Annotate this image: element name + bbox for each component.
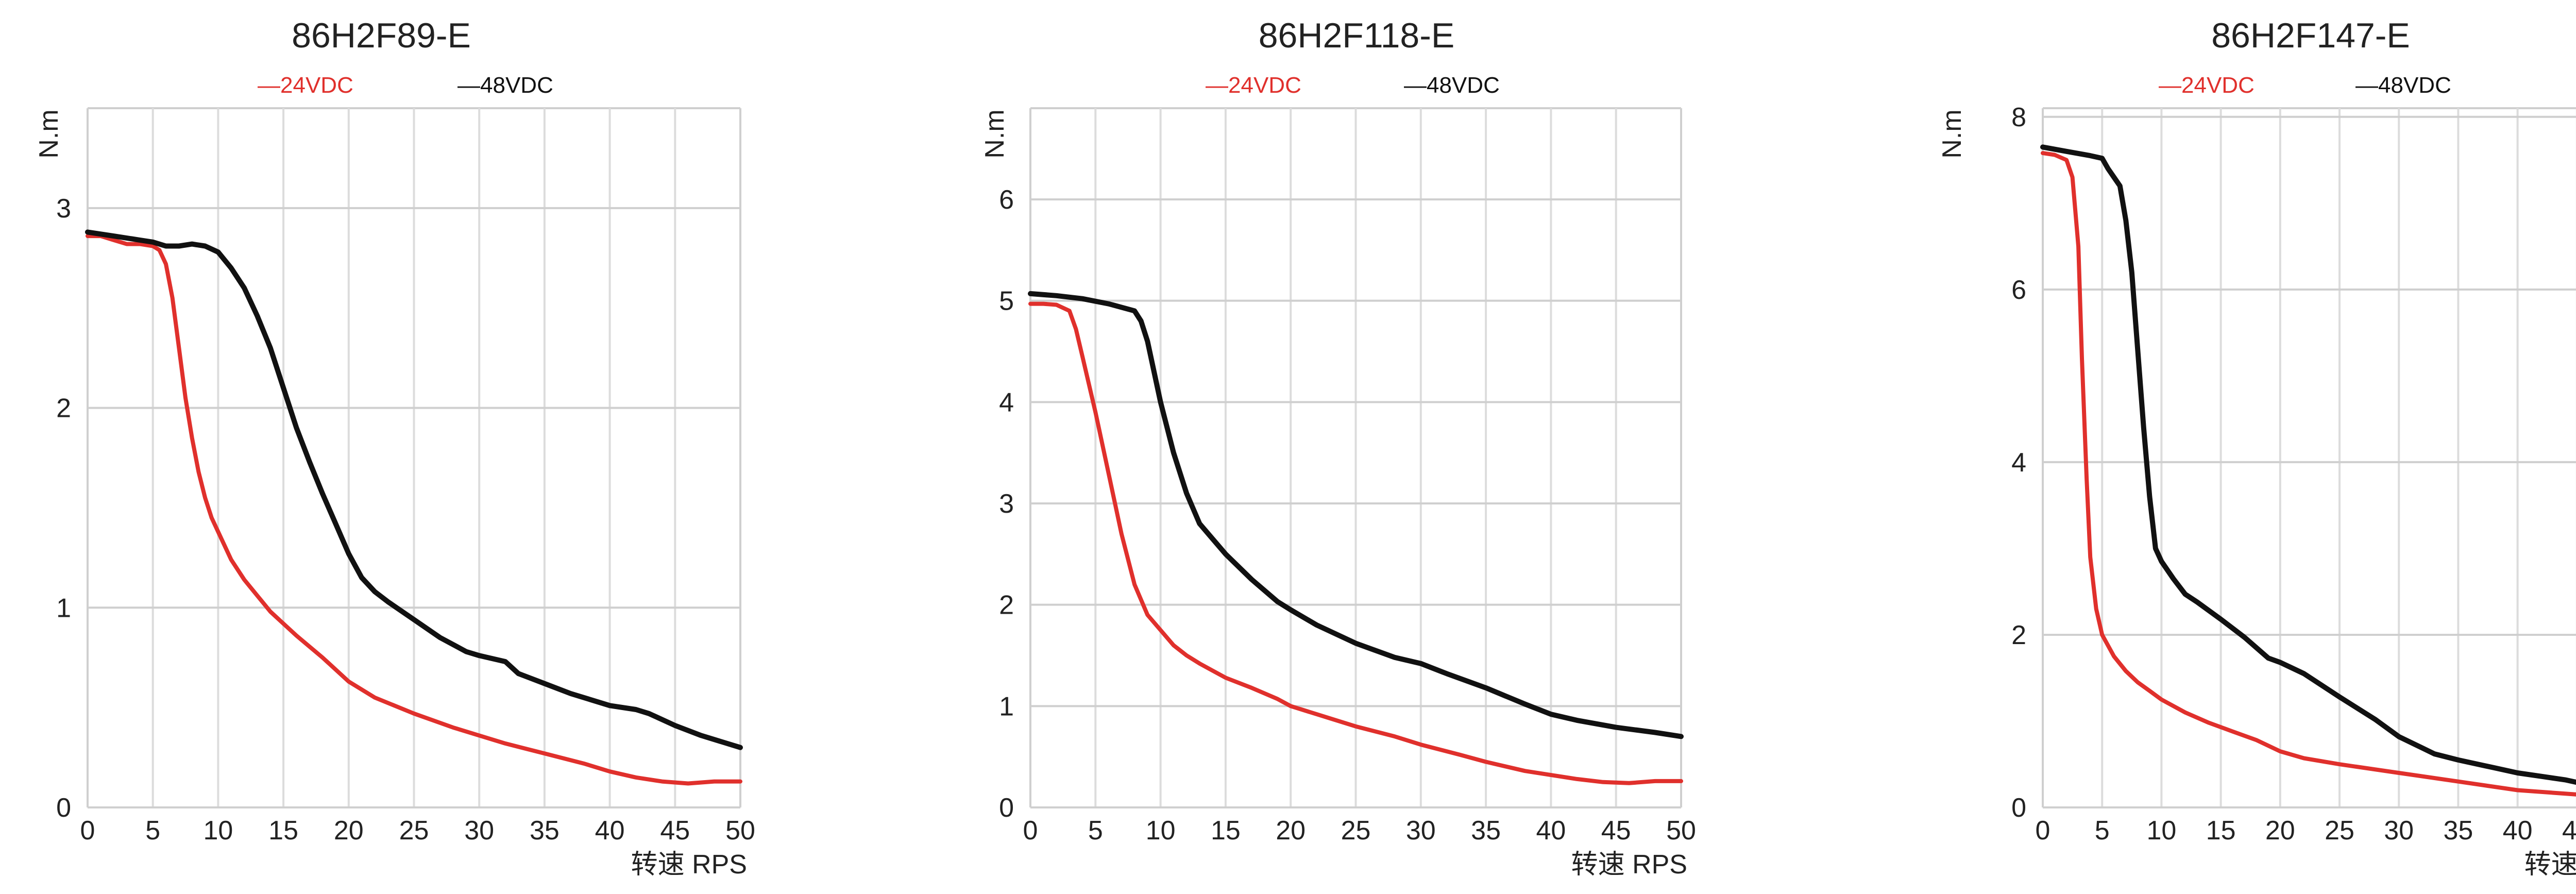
legend-entry-48VDC: —48VDC: [2355, 73, 2451, 98]
series-line-24VDC: [2041, 151, 2576, 797]
series-line-24VDC: [86, 234, 742, 786]
x-tick-label: 5: [145, 816, 160, 846]
y-axis-label: N.m: [1937, 109, 1967, 158]
x-axis-label: 转速 RPS: [2524, 850, 2576, 880]
legend-entry-24VDC: —24VDC: [258, 73, 353, 98]
x-axis-label: 转速 RPS: [1571, 850, 1687, 880]
chart-title: 86H2F89-E: [292, 16, 471, 55]
x-tick-label: 0: [1023, 816, 1038, 846]
x-tick-label: 30: [1406, 816, 1436, 846]
chart-panel-3: 86H2F147-E—24VDC—48VDC051015202530354045…: [1937, 16, 2576, 880]
x-tick-label: 30: [464, 816, 494, 846]
chart-title: 86H2F147-E: [2211, 16, 2410, 55]
y-tick-label: 3: [56, 194, 71, 224]
x-tick-label: 45: [660, 816, 690, 846]
x-tick-label: 10: [1146, 816, 1176, 846]
x-tick-label: 45: [2562, 816, 2576, 846]
x-tick-label: 50: [725, 816, 755, 846]
y-tick-label: 2: [2011, 620, 2026, 650]
y-tick-label: 8: [2011, 103, 2026, 132]
chart-title: 86H2F118-E: [1259, 16, 1455, 55]
x-tick-label: 40: [1536, 816, 1566, 846]
y-tick-label: 0: [2011, 793, 2026, 823]
y-tick-label: 0: [56, 793, 71, 823]
series-line-48VDC: [1028, 291, 1684, 739]
legend-entry-48VDC: —48VDC: [1404, 73, 1500, 98]
x-tick-label: 35: [1471, 816, 1501, 846]
x-tick-label: 25: [399, 816, 429, 846]
x-axis-label: 转速 RPS: [631, 850, 747, 880]
x-tick-label: 5: [2095, 816, 2110, 846]
x-tick-label: 20: [334, 816, 364, 846]
y-tick-label: 4: [999, 387, 1014, 417]
x-tick-label: 35: [2443, 816, 2473, 846]
y-tick-label: 1: [999, 691, 1014, 721]
x-tick-label: 15: [1211, 816, 1241, 846]
x-tick-label: 15: [2206, 816, 2236, 846]
y-axis-label: N.m: [980, 109, 1010, 158]
y-axis-label: N.m: [34, 109, 64, 158]
y-tick-label: 2: [56, 394, 71, 424]
x-tick-label: 5: [1088, 816, 1103, 846]
series-line-48VDC: [2040, 144, 2576, 785]
legend-entry-24VDC: —24VDC: [2159, 73, 2255, 98]
x-tick-label: 40: [595, 816, 625, 846]
y-tick-label: 6: [2011, 275, 2026, 305]
x-tick-label: 25: [2325, 816, 2354, 846]
x-tick-label: 0: [80, 816, 95, 846]
x-tick-label: 40: [2503, 816, 2533, 846]
x-tick-label: 30: [2384, 816, 2414, 846]
x-tick-label: 15: [268, 816, 298, 846]
y-tick-label: 6: [999, 185, 1014, 215]
x-tick-label: 10: [203, 816, 233, 846]
x-tick-label: 0: [2036, 816, 2050, 846]
series-line-24VDC: [1028, 301, 1683, 785]
y-tick-label: 2: [999, 591, 1014, 620]
x-tick-label: 20: [2265, 816, 2295, 846]
y-tick-label: 5: [999, 286, 1014, 316]
x-tick-label: 25: [1341, 816, 1371, 846]
legend-entry-48VDC: —48VDC: [457, 73, 553, 98]
series-line-48VDC: [85, 229, 743, 750]
legend-entry-24VDC: —24VDC: [1206, 73, 1301, 98]
x-tick-label: 10: [2146, 816, 2176, 846]
x-tick-label: 35: [530, 816, 560, 846]
x-tick-label: 20: [1276, 816, 1306, 846]
x-tick-label: 45: [1601, 816, 1631, 846]
y-tick-label: 4: [2011, 448, 2026, 478]
y-tick-label: 3: [999, 489, 1014, 519]
y-tick-label: 0: [999, 793, 1014, 823]
x-tick-label: 50: [1666, 816, 1696, 846]
y-tick-label: 1: [56, 593, 71, 623]
